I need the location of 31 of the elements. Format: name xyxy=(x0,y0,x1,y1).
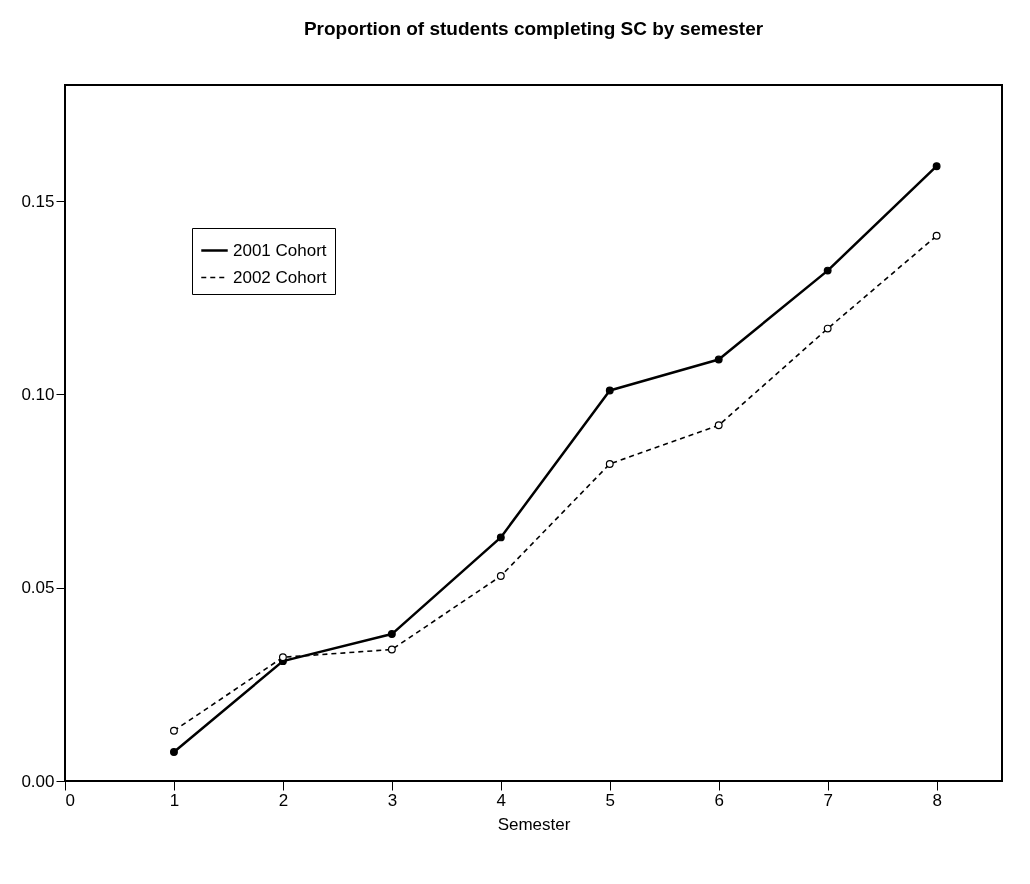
point xyxy=(387,630,396,639)
x-tick-label: 5 xyxy=(605,790,615,810)
point xyxy=(496,572,505,581)
point xyxy=(714,355,723,364)
y-tick-label: 0.00 xyxy=(21,771,55,791)
x-tick-label: 3 xyxy=(387,790,398,810)
point xyxy=(605,386,614,395)
point xyxy=(387,645,396,654)
x-tick-label: 8 xyxy=(932,790,942,810)
x-tick-label: 0 xyxy=(65,790,75,810)
y-tick-label: 0.15 xyxy=(21,191,55,211)
point xyxy=(170,748,178,756)
x-tick-label: 1 xyxy=(169,790,180,810)
point xyxy=(714,421,723,430)
x-axis-title: Semester xyxy=(497,814,571,834)
point xyxy=(823,266,832,275)
x-tick-label: 6 xyxy=(714,790,724,810)
y-tick-label: 0.10 xyxy=(21,384,55,404)
point xyxy=(170,726,178,735)
legend-label: 2001 Cohort xyxy=(233,240,327,260)
chart-title: Proportion of students completing SC by semester xyxy=(303,18,764,39)
x-tick-label: 2 xyxy=(278,790,289,810)
point xyxy=(496,533,505,542)
point xyxy=(932,231,941,240)
y-tick-label: 0.05 xyxy=(21,578,55,598)
x-tick-label: 7 xyxy=(823,790,833,810)
legend-label: 2002 Cohort xyxy=(233,267,327,287)
point xyxy=(823,324,832,333)
x-tick-label: 4 xyxy=(496,790,507,810)
point xyxy=(605,459,614,468)
point xyxy=(932,162,941,171)
